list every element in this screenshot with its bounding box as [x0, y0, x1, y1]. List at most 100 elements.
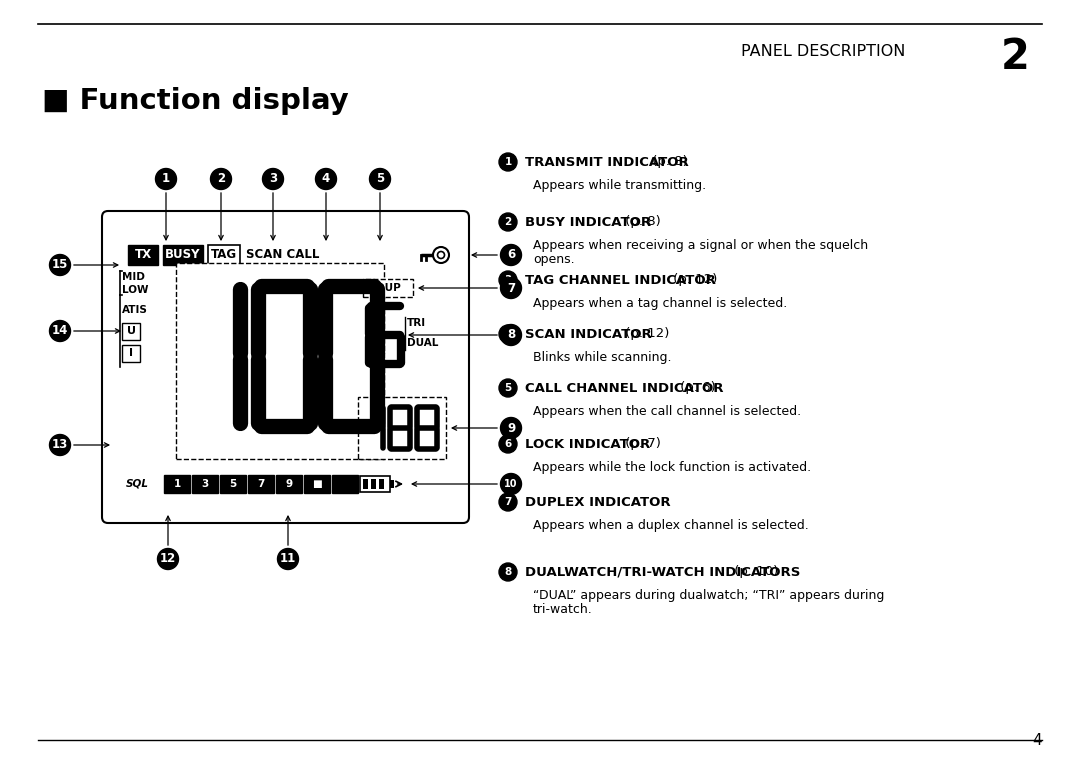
Text: I: I [129, 348, 133, 358]
Bar [379, 479, 384, 489]
Bar [176, 263, 384, 459]
Text: (p. 12): (p. 12) [621, 328, 670, 341]
Circle shape [433, 247, 449, 263]
Text: DUP: DUP [376, 283, 401, 293]
Text: 8: 8 [507, 328, 515, 341]
Text: TAG CHANNEL INDICATOR: TAG CHANNEL INDICATOR [525, 274, 716, 287]
Bar [129, 245, 158, 265]
Text: 1: 1 [174, 479, 180, 489]
Bar [122, 323, 140, 340]
Circle shape [262, 168, 283, 190]
Bar [390, 480, 394, 488]
Text: BUSY: BUSY [165, 248, 201, 261]
Text: 10: 10 [504, 479, 517, 489]
Circle shape [499, 563, 517, 581]
Text: ATIS: ATIS [122, 305, 148, 315]
Text: 3: 3 [504, 275, 512, 285]
Circle shape [50, 434, 70, 456]
Text: Appears while the lock function is activated.: Appears while the lock function is activ… [534, 461, 811, 474]
Text: U: U [126, 326, 135, 336]
Text: 11: 11 [280, 552, 296, 565]
Text: TAG: TAG [211, 248, 238, 261]
Bar [363, 279, 413, 297]
Text: Appears when receiving a signal or when the squelch: Appears when receiving a signal or when … [534, 239, 868, 252]
Bar [303, 475, 330, 493]
Text: DUALWATCH/TRI-WATCH INDICATORS: DUALWATCH/TRI-WATCH INDICATORS [525, 565, 800, 578]
Text: Appears when a tag channel is selected.: Appears when a tag channel is selected. [534, 297, 787, 310]
Text: 2: 2 [504, 217, 512, 227]
Text: 5: 5 [504, 383, 512, 393]
Circle shape [308, 412, 320, 424]
Circle shape [500, 325, 522, 345]
Text: DUAL: DUAL [407, 338, 438, 348]
Circle shape [500, 473, 522, 495]
Circle shape [500, 245, 522, 265]
Text: Appears while transmitting.: Appears while transmitting. [534, 179, 706, 192]
Bar [248, 475, 274, 493]
Circle shape [369, 168, 391, 190]
Text: (p. 7): (p. 7) [621, 437, 661, 450]
Text: SQL: SQL [126, 479, 149, 489]
Circle shape [499, 325, 517, 343]
Circle shape [499, 153, 517, 171]
Text: (p. 10): (p. 10) [730, 565, 779, 578]
Text: (p. 12): (p. 12) [669, 274, 717, 287]
Circle shape [158, 549, 178, 569]
Text: ■ Function display: ■ Function display [42, 87, 349, 115]
Text: 12: 12 [160, 552, 176, 565]
Text: SCAN CALL: SCAN CALL [246, 248, 320, 261]
Text: 7: 7 [257, 479, 265, 489]
Text: CALL CHANNEL INDICATOR: CALL CHANNEL INDICATOR [525, 382, 724, 395]
Text: 6: 6 [507, 248, 515, 261]
Text: Blinks while scanning.: Blinks while scanning. [534, 351, 672, 364]
Text: 7: 7 [507, 281, 515, 294]
Text: 3: 3 [201, 479, 208, 489]
Bar [208, 245, 240, 265]
Text: tri-watch.: tri-watch. [534, 603, 593, 616]
Text: (p. 8): (p. 8) [621, 216, 661, 229]
Text: 6: 6 [504, 439, 512, 449]
Bar [122, 345, 140, 362]
Text: 2: 2 [1000, 36, 1029, 78]
Text: 3: 3 [269, 172, 278, 185]
Circle shape [50, 255, 70, 276]
Text: 14: 14 [52, 325, 68, 338]
Circle shape [156, 168, 176, 190]
Bar [163, 245, 203, 265]
Text: (p. 8): (p. 8) [648, 155, 688, 168]
Text: 4: 4 [504, 329, 512, 339]
Text: (p. 6): (p. 6) [676, 382, 715, 395]
Text: PANEL DESCRIPTION: PANEL DESCRIPTION [741, 44, 905, 59]
Bar [164, 475, 190, 493]
Text: 4: 4 [1032, 733, 1042, 748]
Bar [363, 479, 368, 489]
FancyBboxPatch shape [102, 211, 469, 523]
Circle shape [500, 277, 522, 299]
Text: 2: 2 [217, 172, 225, 185]
Text: TX: TX [134, 248, 151, 261]
Text: 9: 9 [285, 479, 293, 489]
Text: TRANSMIT INDICATOR: TRANSMIT INDICATOR [525, 155, 689, 168]
Circle shape [499, 379, 517, 397]
Text: 8: 8 [504, 567, 512, 577]
Text: LOW: LOW [122, 285, 149, 295]
Text: 4: 4 [322, 172, 330, 185]
Circle shape [499, 271, 517, 289]
Circle shape [50, 321, 70, 341]
Bar [192, 475, 218, 493]
Text: 1: 1 [504, 157, 512, 167]
Circle shape [211, 168, 231, 190]
Text: BUSY INDICATOR: BUSY INDICATOR [525, 216, 651, 229]
Bar [360, 476, 390, 492]
Text: SCAN INDICATOR: SCAN INDICATOR [525, 328, 651, 341]
Text: 5: 5 [229, 479, 237, 489]
Circle shape [437, 251, 445, 258]
Text: 15: 15 [52, 258, 68, 271]
Circle shape [315, 168, 337, 190]
Text: 7: 7 [504, 497, 512, 507]
Text: DUPLEX INDICATOR: DUPLEX INDICATOR [525, 495, 671, 508]
Bar [372, 479, 376, 489]
Text: LOCK INDICATOR: LOCK INDICATOR [525, 437, 650, 450]
Text: 5: 5 [376, 172, 384, 185]
Circle shape [500, 418, 522, 438]
